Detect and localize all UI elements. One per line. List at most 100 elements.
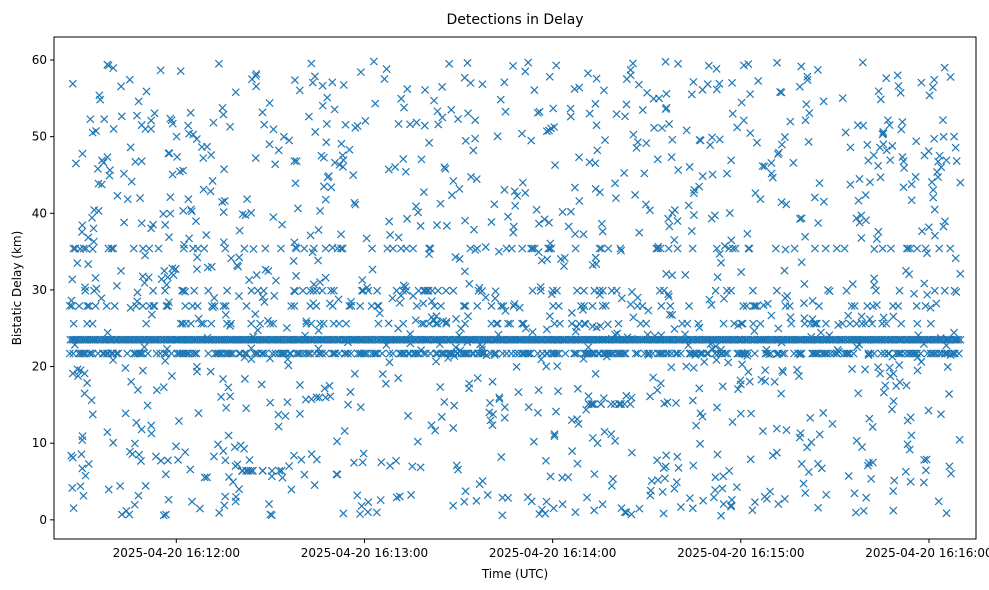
detection-marker bbox=[659, 463, 668, 473]
detection-marker bbox=[320, 384, 329, 393]
detection-marker bbox=[573, 459, 582, 468]
detection-marker bbox=[492, 349, 501, 358]
detection-marker bbox=[318, 101, 327, 110]
detection-marker bbox=[394, 233, 403, 242]
detection-marker bbox=[728, 244, 737, 253]
detection-marker bbox=[952, 157, 961, 166]
detection-marker bbox=[161, 356, 170, 365]
detection-marker bbox=[838, 94, 847, 103]
detection-marker bbox=[662, 451, 671, 460]
detection-marker bbox=[449, 286, 458, 295]
detection-marker bbox=[248, 466, 257, 475]
detection-marker bbox=[734, 349, 743, 358]
detection-marker bbox=[116, 481, 125, 491]
detection-marker bbox=[676, 503, 685, 512]
detection-marker bbox=[499, 301, 508, 311]
detection-marker bbox=[192, 265, 202, 274]
detection-marker bbox=[954, 335, 963, 344]
detection-marker bbox=[403, 214, 412, 223]
detection-marker bbox=[259, 286, 268, 295]
detection-marker bbox=[747, 409, 756, 418]
detection-marker bbox=[795, 372, 804, 381]
detection-marker bbox=[582, 493, 592, 502]
detection-marker bbox=[939, 132, 948, 141]
detection-marker bbox=[793, 365, 802, 374]
detection-marker bbox=[903, 440, 912, 449]
detection-marker bbox=[461, 216, 470, 225]
detection-marker bbox=[494, 247, 503, 256]
detection-marker bbox=[656, 244, 665, 253]
detection-marker bbox=[571, 349, 580, 358]
detection-marker bbox=[719, 500, 728, 509]
detection-marker bbox=[662, 269, 671, 278]
detection-marker bbox=[518, 129, 527, 138]
detection-marker bbox=[661, 57, 670, 66]
detection-marker bbox=[295, 409, 304, 418]
x-tick-label: 2025-04-20 16:12:00 bbox=[113, 546, 240, 560]
detection-marker bbox=[870, 245, 879, 254]
detection-marker bbox=[150, 109, 159, 118]
detection-marker bbox=[659, 286, 668, 295]
detection-marker bbox=[913, 244, 922, 253]
detection-marker bbox=[193, 301, 202, 311]
detection-marker bbox=[259, 349, 268, 358]
detection-marker bbox=[912, 301, 921, 311]
detection-marker bbox=[417, 319, 426, 328]
detection-marker bbox=[535, 509, 544, 519]
detection-marker bbox=[433, 107, 442, 116]
detection-marker bbox=[190, 286, 199, 295]
detection-marker bbox=[233, 460, 242, 469]
detection-marker bbox=[361, 349, 370, 358]
detection-marker bbox=[882, 319, 891, 328]
detection-marker bbox=[903, 416, 912, 425]
detection-marker bbox=[81, 286, 90, 295]
detection-marker bbox=[846, 180, 855, 189]
detection-marker bbox=[147, 429, 156, 438]
detection-marker bbox=[633, 349, 642, 358]
detection-marker bbox=[750, 326, 759, 335]
detection-marker bbox=[882, 74, 891, 83]
detection-marker bbox=[591, 253, 600, 262]
detection-marker bbox=[181, 448, 190, 457]
detection-marker bbox=[719, 294, 729, 303]
detection-marker bbox=[230, 443, 239, 452]
detection-marker bbox=[359, 349, 368, 358]
detection-marker bbox=[626, 400, 635, 409]
detection-marker bbox=[897, 349, 906, 358]
detection-marker bbox=[740, 349, 749, 358]
detection-marker bbox=[498, 493, 507, 502]
detection-marker bbox=[219, 238, 228, 247]
detection-marker bbox=[541, 456, 550, 465]
detection-marker bbox=[384, 165, 393, 174]
detection-marker bbox=[918, 227, 927, 236]
detection-marker bbox=[699, 496, 708, 505]
detection-marker bbox=[285, 136, 294, 145]
detection-marker bbox=[621, 112, 630, 121]
detection-marker bbox=[192, 135, 201, 144]
detection-marker bbox=[694, 319, 703, 328]
detection-marker bbox=[411, 349, 420, 358]
detection-marker bbox=[279, 132, 288, 141]
detection-marker bbox=[172, 442, 181, 451]
detection-marker bbox=[732, 483, 741, 492]
detection-marker bbox=[591, 99, 600, 108]
detection-marker bbox=[181, 335, 190, 344]
detection-marker bbox=[886, 156, 895, 165]
detection-marker bbox=[364, 286, 373, 295]
detection-marker bbox=[518, 244, 527, 253]
detection-marker bbox=[356, 403, 365, 412]
detection-marker bbox=[930, 205, 939, 214]
detection-marker bbox=[664, 214, 673, 223]
detection-marker bbox=[943, 349, 952, 358]
detection-marker bbox=[711, 473, 720, 482]
detection-marker bbox=[438, 113, 447, 122]
detection-marker bbox=[848, 364, 857, 374]
detection-marker bbox=[358, 458, 367, 467]
detection-marker bbox=[76, 482, 85, 491]
detection-marker bbox=[334, 349, 344, 358]
detection-marker bbox=[210, 301, 219, 311]
detection-marker bbox=[823, 349, 832, 358]
detection-marker bbox=[728, 335, 737, 344]
detection-marker bbox=[645, 349, 654, 358]
detection-marker bbox=[85, 301, 94, 311]
